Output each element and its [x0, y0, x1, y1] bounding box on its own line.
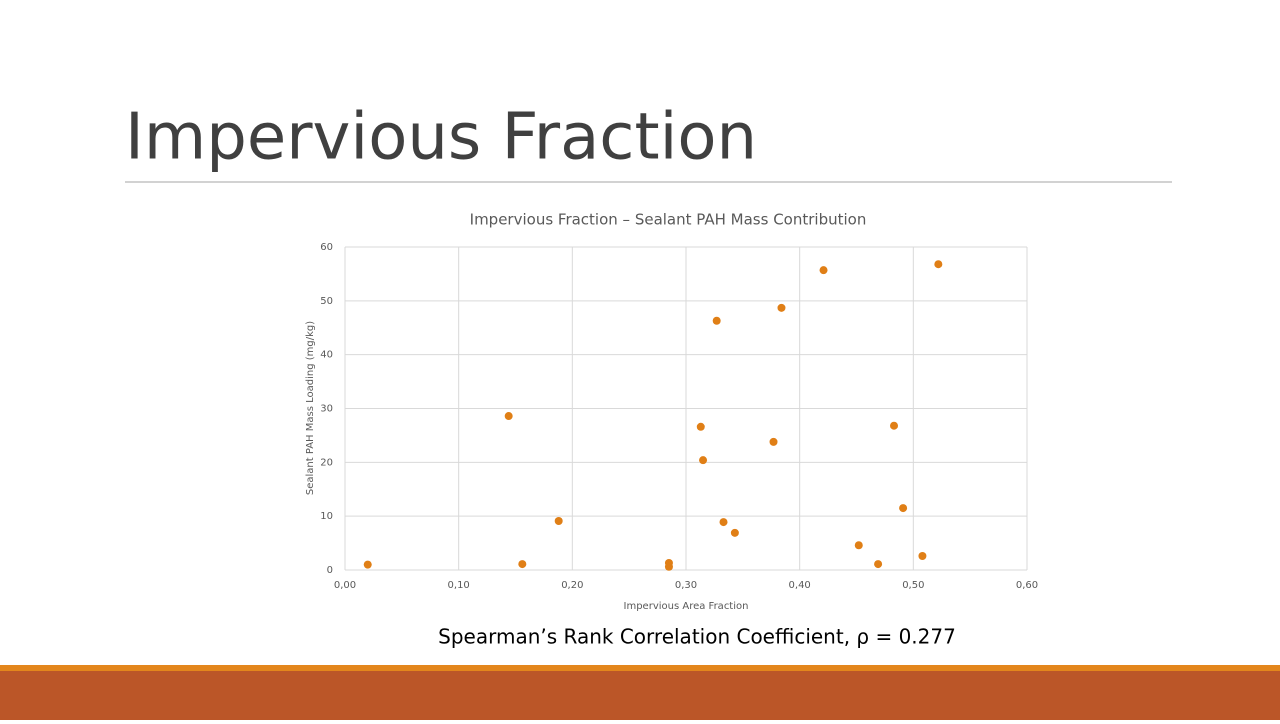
caption: Spearman’s Rank Correlation Coefficient,…: [438, 625, 956, 649]
footer-bar: [0, 671, 1280, 720]
point: [730, 528, 739, 537]
point: [504, 412, 513, 421]
x-axis-label: Impervious Area Fraction: [624, 601, 749, 612]
y-tick-label: 60: [320, 242, 333, 253]
point: [518, 560, 527, 569]
point: [874, 560, 883, 569]
point: [777, 303, 786, 312]
point: [899, 504, 908, 513]
point: [854, 541, 863, 550]
y-axis-label: Sealant PAH Mass Loading (mg/kg): [305, 321, 316, 495]
point: [890, 421, 899, 430]
point: [363, 560, 372, 569]
x-tick-label: 0,40: [789, 580, 811, 591]
y-tick-label: 30: [320, 404, 333, 415]
x-tick-label: 0,60: [1016, 580, 1038, 591]
point: [664, 562, 673, 571]
slide-title: Impervious Fraction: [125, 101, 757, 175]
point: [712, 316, 721, 325]
footer-stripe: [0, 665, 1280, 671]
y-tick-label: 20: [320, 457, 333, 468]
point: [934, 260, 943, 269]
x-tick-label: 0,30: [675, 580, 697, 591]
y-tick-label: 10: [320, 511, 333, 522]
chart-title: Impervious Fraction – Sealant PAH Mass C…: [470, 211, 867, 229]
x-tick-label: 0,20: [561, 580, 583, 591]
point: [696, 422, 705, 431]
point: [819, 266, 828, 275]
point: [719, 518, 728, 527]
y-tick-label: 40: [320, 350, 333, 361]
y-tick-label: 50: [320, 296, 333, 307]
point: [699, 456, 708, 465]
x-tick-label: 0,50: [902, 580, 924, 591]
x-tick-label: 0,00: [334, 580, 356, 591]
point: [769, 437, 778, 446]
point: [554, 517, 563, 526]
x-tick-label: 0,10: [448, 580, 470, 591]
y-tick-label: 0: [327, 565, 333, 576]
point: [918, 552, 927, 561]
